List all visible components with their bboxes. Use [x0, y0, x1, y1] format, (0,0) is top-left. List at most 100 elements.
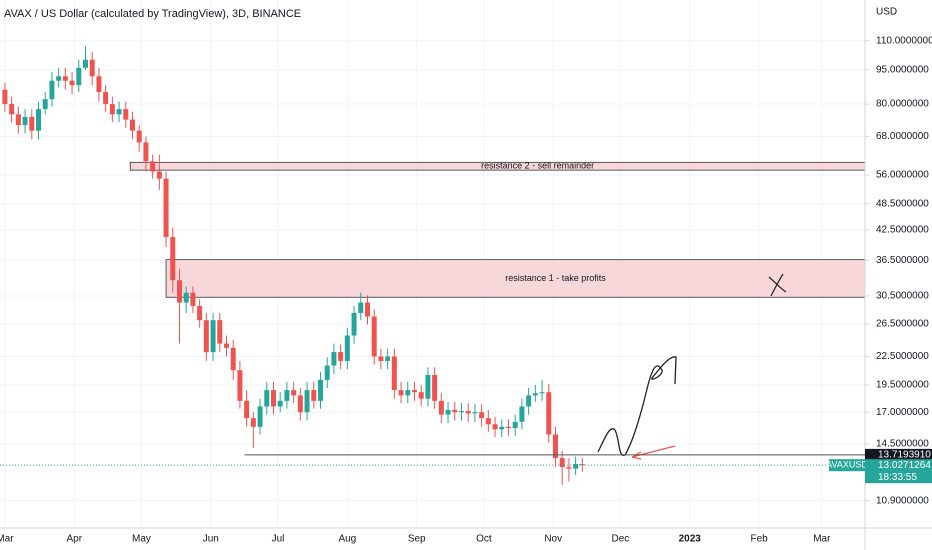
candle-body [465, 411, 471, 414]
candle-body [250, 418, 256, 427]
x-tick-label: Jul [272, 534, 285, 545]
candle-body [49, 80, 55, 100]
last-price-label: 13.0271264 [878, 460, 931, 471]
candle-body [438, 400, 444, 415]
y-tick-label: 48.5000000 [876, 198, 929, 209]
candle-body [284, 390, 290, 401]
candle-body [197, 305, 203, 321]
candle-body [190, 292, 196, 306]
candle-body [418, 392, 424, 399]
candle-body [156, 171, 162, 179]
candle-body [150, 161, 156, 172]
candle-body [176, 280, 182, 303]
candle-body [492, 424, 498, 430]
candle-body [76, 67, 82, 86]
currency-label: USD [876, 7, 897, 18]
zone-label: resistance 1 - take profits [505, 273, 606, 283]
candle-body [304, 390, 310, 413]
candle-body [552, 434, 558, 459]
candle-body [123, 109, 129, 120]
countdown-label: 18:33:55 [878, 472, 917, 483]
candle-body [331, 352, 337, 366]
candle-body [338, 352, 344, 361]
y-tick-label: 80.0000000 [876, 99, 929, 110]
x-tick-label: Mar [0, 534, 14, 545]
candle-body [96, 76, 102, 93]
candle-body [2, 89, 8, 105]
candle-body [445, 409, 451, 415]
x-tick-label: Aug [338, 534, 356, 545]
x-mark [768, 273, 787, 297]
chart-title: AVAX / US Dollar (calculated by TradingV… [4, 8, 301, 20]
candle-body [223, 343, 229, 348]
candle-body [277, 400, 283, 407]
y-tick-label: 19.5000000 [876, 380, 929, 391]
candle-body [230, 347, 236, 371]
candle-body [22, 116, 28, 126]
candle-body [573, 464, 579, 469]
symbol-label-bg [829, 459, 865, 472]
y-tick-label: 26.5000000 [876, 319, 929, 330]
candle-body [452, 409, 458, 413]
x-tick-label: Dec [611, 534, 629, 545]
candle-body [217, 320, 223, 344]
candle-body [244, 400, 250, 419]
candle-body [532, 393, 538, 396]
candle-body [56, 76, 62, 81]
candle-body [579, 464, 585, 466]
candle-body [291, 390, 297, 396]
candle-body [82, 59, 88, 68]
candle-body [485, 418, 491, 425]
candle-body [391, 356, 397, 391]
candle-body [143, 142, 149, 162]
y-tick-label: 17.0000000 [876, 407, 929, 418]
candle-body [62, 76, 68, 81]
candle-body [479, 412, 485, 419]
x-tick-label: Feb [751, 534, 769, 545]
y-tick-label: 95.0000000 [876, 65, 929, 76]
candle-body [129, 119, 135, 131]
y-tick-label: 30.5000000 [876, 291, 929, 302]
candle-body [264, 390, 270, 407]
y-tick-label: 10.9000000 [876, 495, 929, 506]
candle-body [15, 114, 21, 126]
candle-body [425, 374, 431, 399]
candle-body [183, 292, 189, 303]
candle-body [35, 109, 41, 131]
candle-body [203, 320, 209, 353]
x-tick-label: May [132, 534, 151, 545]
candle-body [170, 237, 176, 281]
candle-body [378, 356, 384, 361]
candle-body [311, 390, 317, 401]
candle-body [505, 426, 511, 429]
candle-body [458, 411, 464, 413]
candle-body [163, 178, 169, 238]
candle-body [297, 395, 303, 413]
candle-body [317, 379, 323, 401]
candle-body [237, 370, 243, 401]
candle-body [9, 104, 15, 115]
y-tick-label: 22.5000000 [876, 351, 929, 362]
candle-body [539, 392, 545, 394]
candle-body [116, 109, 122, 115]
candle-body [358, 302, 364, 313]
candle-body [398, 390, 404, 396]
candle-body [546, 392, 552, 435]
candle-body [89, 59, 95, 77]
candle-body [351, 312, 357, 336]
candle-body [29, 116, 35, 131]
last-price-label-bg [865, 459, 932, 484]
candle-body [472, 412, 478, 414]
candle-body [103, 92, 109, 105]
hand-arrow [597, 356, 677, 456]
candle-body [526, 395, 532, 407]
y-tick-label: 42.5000000 [876, 225, 929, 236]
candle-body [405, 390, 411, 396]
x-tick-label: Mar [813, 534, 831, 545]
x-tick-label: Oct [476, 534, 492, 545]
candle-body [385, 356, 391, 361]
candle-body [364, 302, 370, 317]
y-tick-label: 36.5000000 [876, 255, 929, 266]
x-tick-label: 2023 [679, 534, 702, 545]
